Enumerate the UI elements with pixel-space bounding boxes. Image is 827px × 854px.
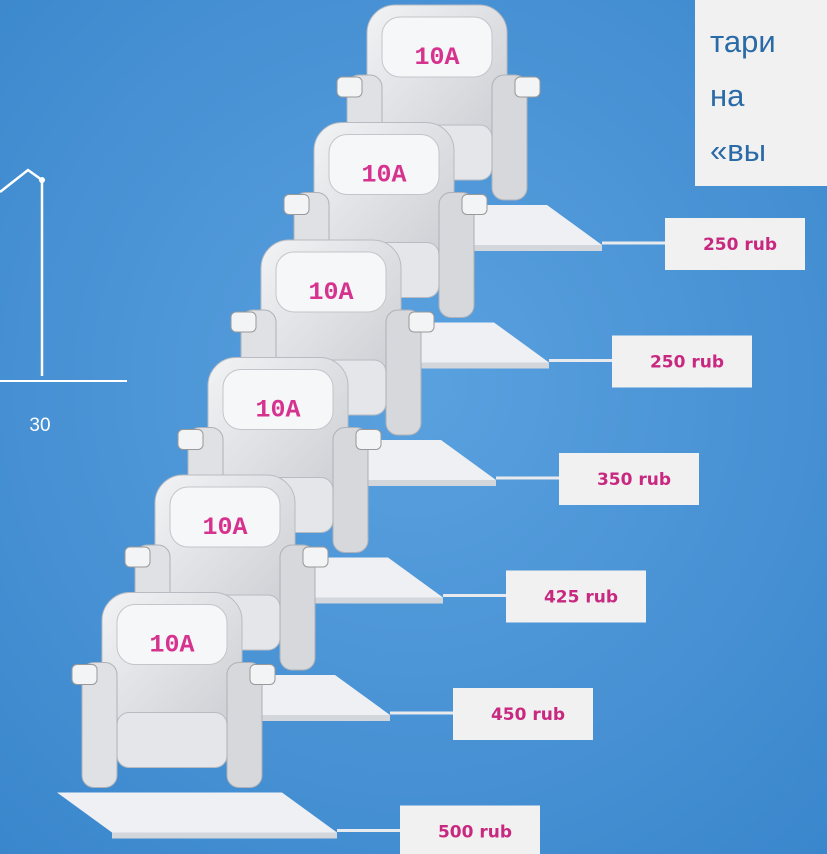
price-text: 350 rub [597,470,671,490]
price-text: 450 rub [491,705,565,725]
seat-label: 10A [361,161,406,190]
arm-knob [250,665,275,685]
seat-label: 10A [149,631,194,660]
arm-knob [462,195,487,215]
price-text: 425 rub [544,588,618,608]
seat-label: 10A [255,396,300,425]
arm-knob [356,430,381,450]
arm-knob [515,77,540,97]
arm-knob [231,312,256,332]
arm-knob [303,547,328,567]
slide: 30 250 rub 10A 250 rub 10A 350 rub 10A 425 rub… [0,0,827,854]
seat-label: 10A [308,278,353,307]
price-text: 250 rub [703,235,777,255]
chair-seat [117,713,227,768]
seat-label: 10A [202,513,247,542]
seat-label: 10A [414,43,459,72]
arm-knob [72,665,97,685]
arm-knob [125,547,150,567]
platform-edge [112,833,337,839]
tick-label: 30 [29,415,50,436]
note-line: тари [710,24,776,59]
price-text: 250 rub [650,353,724,373]
note-line: на [710,78,745,113]
marker [39,177,45,183]
arm-knob [284,195,309,215]
price-text: 500 rub [438,823,512,843]
note-box: тари на «вы [695,0,827,186]
arm-knob [409,312,434,332]
note-line: «вы [710,133,766,168]
arm-knob [337,77,362,97]
arm-knob [178,430,203,450]
